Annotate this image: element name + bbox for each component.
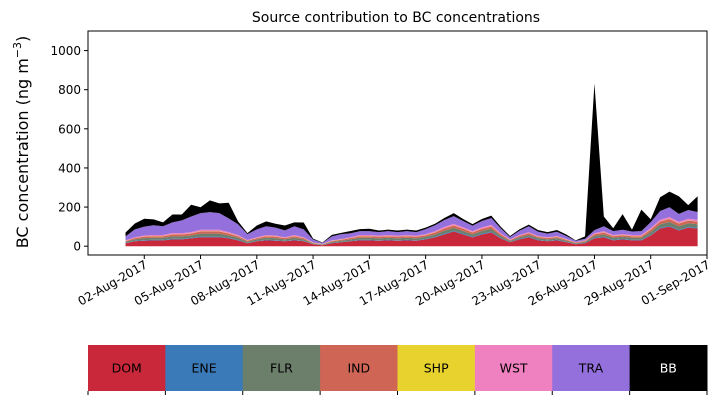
- plot-frame: [87, 30, 708, 256]
- y-axis: 0 200 400 600 800 1000: [50, 44, 88, 254]
- area-flr: [125, 221, 698, 246]
- legend-label-ene: ENE: [191, 361, 216, 376]
- x-axis: 02-Aug-201705-Aug-201708-Aug-201711-Aug-…: [76, 255, 713, 308]
- svg-text:BC concentration (ng m−3): BC concentration (ng m−3): [11, 36, 32, 249]
- legend-label-ind: IND: [347, 361, 370, 376]
- area-bb: [125, 83, 698, 243]
- legend-swatch-dom: [88, 345, 166, 391]
- y-tick-label: 400: [58, 161, 81, 175]
- legend-swatch-tra: [552, 345, 631, 391]
- y-tick-label: 600: [58, 122, 81, 136]
- y-axis-label-suffix: ): [13, 36, 32, 42]
- legend-label-bb: BB: [660, 361, 677, 376]
- y-tick-label: 800: [58, 83, 81, 97]
- legend-label-wst: WST: [500, 361, 528, 376]
- y-axis-label-superscript: −3: [11, 42, 24, 58]
- stacked-areas: [125, 83, 698, 247]
- chart-title: Source contribution to BC concentrations: [252, 10, 540, 26]
- legend-label-dom: DOM: [112, 361, 142, 376]
- legend-swatch-ind: [320, 345, 398, 391]
- legend-swatch-shp: [397, 345, 476, 391]
- legend-label-flr: FLR: [270, 361, 293, 376]
- legend-colorbar: DOM ENE FLR IND SHP WST TRA BB: [87, 345, 708, 395]
- legend-swatch-wst: [474, 345, 553, 391]
- area-tra: [125, 207, 698, 244]
- y-tick-label: 200: [58, 201, 81, 215]
- legend-label-tra: TRA: [578, 361, 604, 376]
- y-tick-label: 0: [73, 240, 81, 254]
- legend-swatch-bb: [629, 345, 708, 391]
- area-ene: [125, 225, 698, 246]
- legend-swatch-flr: [242, 345, 321, 391]
- area-ind: [125, 219, 698, 245]
- legend-swatch-ene: [165, 345, 244, 391]
- y-tick-label: 1000: [50, 44, 81, 58]
- y-axis-label-text: BC concentration (ng m: [13, 58, 32, 248]
- y-axis-label: BC concentration (ng m−3): [11, 36, 32, 249]
- legend-label-shp: SHP: [424, 361, 449, 376]
- area-dom: [125, 226, 698, 247]
